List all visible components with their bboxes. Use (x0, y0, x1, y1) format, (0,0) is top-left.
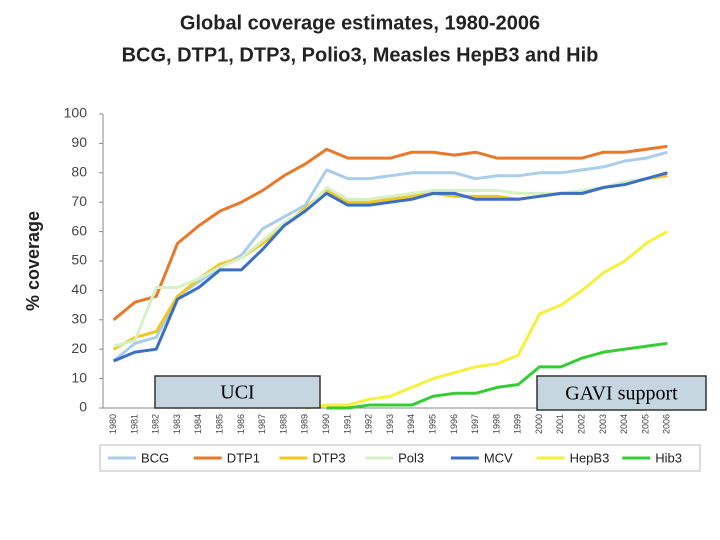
x-tick-label: 1989 (300, 414, 310, 434)
annotation-box (154, 375, 321, 409)
x-tick-label: 1992 (364, 414, 374, 434)
x-tick-label: 1983 (172, 414, 182, 434)
x-tick-label: 1999 (513, 414, 523, 434)
x-tick-label: 1988 (278, 414, 288, 434)
x-tick-label: 1993 (385, 414, 395, 434)
x-tick-label: 1981 (129, 414, 139, 434)
legend-label: Pol3 (398, 450, 424, 465)
annotation: GAVI support (565, 383, 678, 405)
series-line (113, 171, 668, 363)
series-line (305, 230, 669, 410)
legend-label: Hib3 (655, 450, 682, 465)
series-line (112, 144, 668, 321)
y-tick-label: 90 (71, 134, 87, 150)
x-tick-label: 1995 (427, 414, 437, 434)
x-tick-label: 2003 (598, 414, 608, 434)
y-tick-label: 100 (64, 105, 88, 121)
x-tick-label: 2006 (662, 414, 672, 434)
y-tick-label: 50 (71, 252, 87, 268)
x-tick-label: 1980 (108, 414, 118, 434)
x-tick-label: 1987 (257, 414, 267, 434)
y-tick-label: 10 (71, 369, 87, 385)
annotation: UCI (220, 382, 254, 404)
x-tick-label: 2000 (534, 414, 544, 434)
y-tick-label: 60 (71, 222, 87, 238)
x-tick-label: 1996 (449, 414, 459, 434)
y-tick-label: 20 (71, 340, 87, 356)
y-tick-label: 70 (71, 193, 87, 209)
x-tick-label: 1984 (193, 414, 203, 434)
x-tick-label: 1991 (342, 414, 352, 434)
x-tick-label: 1986 (236, 414, 246, 434)
series-line (112, 150, 668, 363)
x-tick-label: 2005 (640, 414, 650, 434)
chart-title: Global coverage estimates, 1980-2006 (180, 12, 540, 34)
x-tick-label: 1998 (491, 414, 501, 434)
y-tick-label: 30 (71, 311, 87, 327)
series-line (326, 341, 668, 410)
x-tick-label: 1990 (321, 414, 331, 434)
series-line (113, 171, 668, 348)
x-tick-label: 2002 (577, 414, 587, 434)
x-tick-label: 1985 (215, 414, 225, 434)
x-tick-label: 1997 (470, 414, 480, 434)
chart-title: BCG, DTP1, DTP3, Polio3, Measles HepB3 a… (122, 44, 599, 66)
y-axis-label: % coverage (23, 211, 43, 311)
annotation-box (536, 375, 707, 411)
legend-label: HepB3 (570, 450, 610, 465)
legend-label: MCV (484, 450, 513, 465)
x-tick-label: 2001 (555, 414, 565, 434)
y-tick-label: 80 (71, 164, 87, 180)
legend-label: DTP3 (312, 450, 345, 465)
x-tick-label: 1982 (151, 414, 161, 434)
y-tick-label: 0 (79, 399, 87, 415)
legend-label: DTP1 (227, 450, 260, 465)
x-tick-label: 2004 (619, 414, 629, 434)
y-tick-label: 40 (71, 281, 87, 297)
x-tick-label: 1994 (406, 414, 416, 434)
legend-label: BCG (141, 450, 169, 465)
